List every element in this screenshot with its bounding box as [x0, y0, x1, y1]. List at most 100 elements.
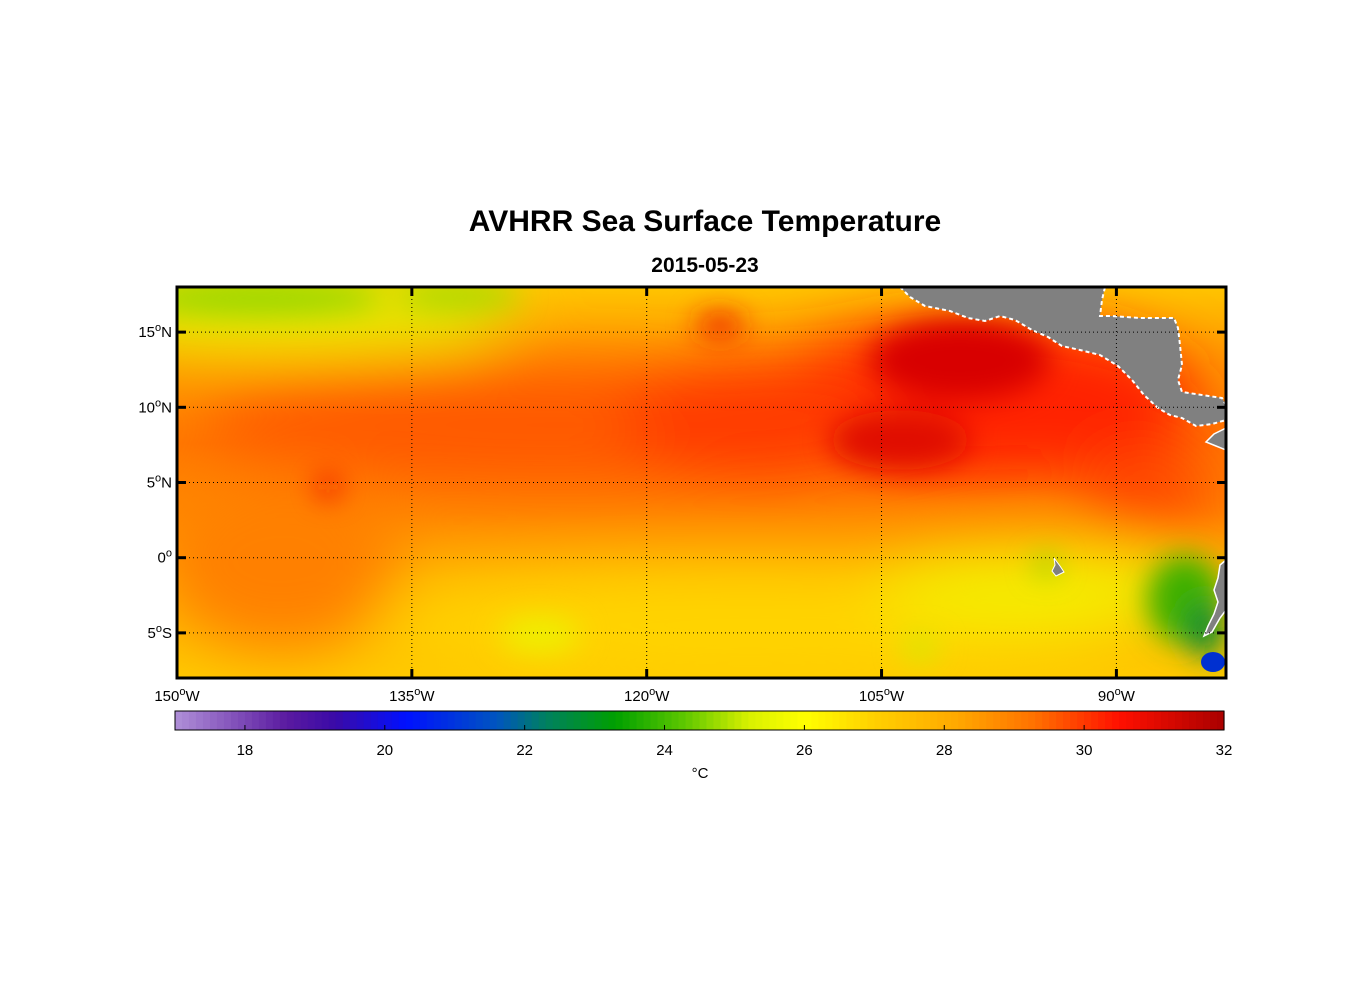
colorbar-tick-label: 28 — [936, 742, 953, 759]
lat-label: 10oN — [138, 397, 172, 416]
colorbar-swatch — [209, 711, 218, 730]
lat-label: 15oN — [138, 322, 172, 341]
colorbar-swatch — [657, 711, 666, 730]
colorbar-swatch — [1189, 711, 1197, 730]
colorbar-swatch — [279, 711, 288, 730]
colorbar-swatch — [762, 711, 771, 730]
colorbar-swatches — [175, 711, 1225, 730]
colorbar-ticks: 18 20 22 24 26 28 30 32 — [237, 725, 1233, 759]
colorbar-swatch — [391, 711, 400, 730]
colorbar-swatch — [1140, 711, 1148, 730]
colorbar-swatch — [195, 711, 204, 730]
colorbar-swatch — [1021, 711, 1029, 730]
map-frame — [175, 285, 1228, 680]
colorbar-swatch — [314, 711, 323, 730]
colorbar-tick-label: 32 — [1216, 742, 1233, 759]
colorbar-swatch — [370, 711, 379, 730]
colorbar-swatch — [244, 711, 253, 730]
colorbar-swatch — [559, 711, 568, 730]
colorbar-swatch — [832, 711, 840, 730]
sst-hotspot-west — [317, 476, 339, 498]
colorbar-unit-label: °C — [692, 765, 709, 782]
central-america-land — [898, 287, 1226, 428]
colorbar-swatch — [1126, 711, 1134, 730]
colorbar-swatch — [713, 711, 722, 730]
colorbar-swatch — [797, 711, 805, 730]
colorbar-swatch — [1147, 711, 1155, 730]
colorbar-swatch — [1098, 711, 1106, 730]
colorbar-swatch — [643, 711, 652, 730]
colorbar-swatch — [1028, 711, 1036, 730]
colorbar-swatch — [531, 711, 540, 730]
colorbar-swatch — [1217, 711, 1225, 730]
colorbar-swatch — [1182, 711, 1190, 730]
sst-cool-south-2 — [902, 636, 938, 660]
colorbar-swatch — [601, 711, 610, 730]
colorbar-swatch — [447, 711, 456, 730]
colorbar-swatch — [293, 711, 302, 730]
colorbar-swatch — [175, 711, 183, 730]
colorbar-swatch — [216, 711, 225, 730]
sst-cold-patch-nw — [177, 287, 380, 316]
colorbar-swatch — [699, 711, 708, 730]
colorbar-swatch — [489, 711, 498, 730]
colorbar-swatch — [587, 711, 596, 730]
colorbar-swatch — [363, 711, 372, 730]
colorbar-tick-label: 24 — [656, 742, 673, 759]
colorbar-swatch — [503, 711, 512, 730]
galapagos-island — [1051, 557, 1065, 577]
colorbar-swatch — [328, 711, 337, 730]
colorbar-tick-label: 18 — [237, 742, 254, 759]
colorbar-swatch — [944, 711, 952, 730]
colorbar-swatch — [706, 711, 715, 730]
map-gridlines — [176, 287, 1226, 678]
south-america-land — [1202, 559, 1226, 638]
colorbar-swatch — [1014, 711, 1022, 730]
colorbar-tick-label: 20 — [376, 742, 393, 759]
colorbar-swatch — [1133, 711, 1141, 730]
colorbar-swatch — [664, 711, 673, 730]
lat-label: 5oS — [148, 623, 172, 642]
colorbar-swatch — [734, 711, 743, 730]
colorbar-swatch — [1063, 711, 1071, 730]
colorbar-swatch — [860, 711, 868, 730]
latitude-labels: 15oN 10oN 5oN 0o 5oS — [138, 322, 172, 642]
colorbar-swatch — [776, 711, 785, 730]
sst-yellow-band-north — [177, 308, 500, 352]
sst-cold-patch-n — [400, 287, 520, 308]
colorbar-swatch — [678, 711, 687, 730]
colorbar-swatch — [1161, 711, 1169, 730]
colorbar-swatch — [538, 711, 547, 730]
colorbar-swatch — [1112, 711, 1120, 730]
colorbar-swatch — [888, 711, 896, 730]
lon-label: 150oW — [154, 686, 200, 705]
colorbar-swatch — [811, 711, 819, 730]
colorbar-swatch — [671, 711, 680, 730]
colorbar-swatch — [580, 711, 589, 730]
colorbar-swatch — [846, 711, 854, 730]
colorbar-swatch — [517, 711, 526, 730]
colorbar-swatch — [1210, 711, 1218, 730]
colorbar-swatch — [573, 711, 582, 730]
colorbar-tick-label: 26 — [796, 742, 813, 759]
lat-label: 5oN — [147, 473, 172, 492]
sst-hotspot-2 — [830, 410, 970, 470]
colorbar-swatch — [629, 711, 638, 730]
colorbar-swatch — [608, 711, 617, 730]
colorbar-swatch — [454, 711, 463, 730]
sst-cool-south-1 — [500, 617, 580, 653]
colorbar-swatch — [748, 711, 757, 730]
colorbar-swatch — [496, 711, 505, 730]
colorbar-swatch — [1154, 711, 1162, 730]
colorbar-swatch — [510, 711, 519, 730]
colorbar-swatch — [461, 711, 470, 730]
longitude-labels: 150oW 135oW 120oW 105oW 90oW — [154, 686, 1135, 705]
colorbar-swatch — [1168, 711, 1176, 730]
map-title: AVHRR Sea Surface Temperature — [468, 205, 942, 238]
colorbar-tick-label: 22 — [516, 742, 533, 759]
colorbar-swatch — [1049, 711, 1057, 730]
colorbar-swatch — [1119, 711, 1127, 730]
colorbar-swatch — [398, 711, 407, 730]
colorbar-swatch — [349, 711, 358, 730]
